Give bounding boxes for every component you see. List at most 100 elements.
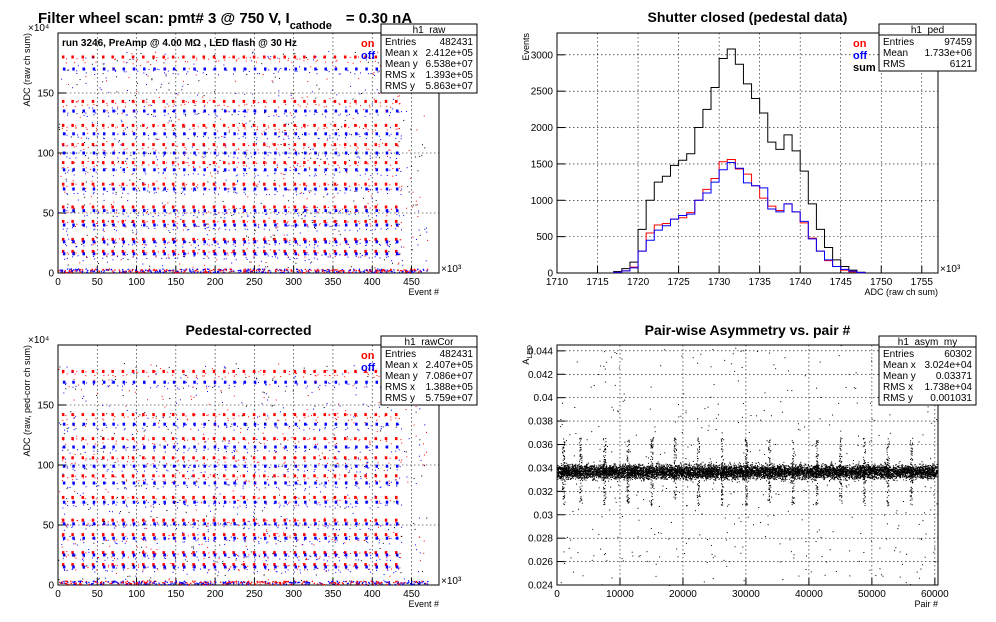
data-point-stray — [332, 183, 334, 185]
data-point-off — [257, 174, 259, 176]
data-point-on — [358, 126, 360, 128]
data-point-off — [213, 422, 217, 426]
data-point-on — [384, 551, 388, 555]
data-point-off — [208, 114, 210, 116]
data-point-on — [134, 187, 136, 189]
data-point-off — [194, 254, 196, 256]
data-point-off — [193, 109, 196, 113]
data-point-on — [395, 182, 398, 186]
data-point-stray — [256, 142, 258, 144]
data-point-on — [182, 495, 185, 499]
data-point-on — [171, 413, 175, 417]
data-point-off — [102, 445, 106, 449]
data-point-on — [288, 373, 290, 375]
data-point-on — [111, 99, 114, 103]
data-point-on — [168, 256, 170, 258]
data-point-off — [62, 209, 66, 213]
data-point-off — [112, 168, 115, 172]
data-point-off — [387, 256, 389, 258]
data-point-off — [132, 67, 136, 71]
data-point-on — [313, 205, 316, 209]
data-point-off — [76, 70, 78, 72]
data-point-off — [102, 240, 106, 244]
data-point-off — [229, 569, 231, 571]
data-point-off — [182, 541, 184, 543]
data-point-on — [73, 414, 75, 416]
data-point-off — [122, 132, 126, 136]
data-point-off — [62, 481, 66, 485]
data-point-off — [274, 67, 277, 71]
data-point-off — [168, 257, 170, 259]
data-point-on — [101, 563, 105, 567]
data-point-off — [298, 153, 300, 155]
data-point-baseline — [290, 270, 292, 272]
data-point-off — [123, 567, 125, 569]
data-point-baseline — [112, 270, 114, 272]
data-point-off — [92, 252, 96, 256]
data-point-on — [202, 55, 206, 59]
data-point-on — [82, 539, 84, 541]
data-point-stray — [85, 181, 87, 183]
data-point-on — [152, 161, 155, 165]
data-point-off — [375, 215, 377, 217]
data-point-on — [224, 59, 226, 61]
data-point-stray — [403, 246, 405, 248]
data-point-on — [359, 61, 361, 63]
data-point-stray — [220, 217, 222, 219]
data-point-stray — [98, 262, 100, 264]
data-point-off — [388, 211, 390, 213]
data-point-on — [206, 127, 208, 129]
data-point-off — [203, 252, 206, 256]
data-point-on — [91, 143, 95, 147]
data-point-off — [175, 115, 177, 117]
data-point-stray — [64, 191, 66, 193]
data-point-off — [132, 445, 136, 449]
data-point-off — [354, 213, 356, 215]
data-point-baseline — [221, 269, 224, 272]
data-point-off — [203, 209, 206, 213]
data-point-on — [222, 437, 226, 441]
data-point-on — [252, 206, 254, 208]
data-point-on — [289, 519, 291, 521]
data-point-stray — [117, 108, 119, 110]
data-point-off — [195, 540, 197, 542]
data-point-on — [131, 495, 135, 499]
data-point-on — [274, 128, 276, 130]
data-point-on — [252, 219, 256, 223]
data-point-stray — [403, 119, 405, 121]
data-point-stray — [164, 53, 166, 55]
data-point-on — [287, 240, 289, 242]
data-point-off — [192, 569, 194, 571]
data-point-on — [384, 205, 388, 209]
stats-label: Mean — [883, 48, 908, 59]
data-point-on — [242, 123, 246, 127]
data-point-stray — [180, 192, 182, 194]
data-point-baseline — [362, 270, 364, 273]
data-point-stray — [84, 204, 86, 206]
data-point-on — [63, 106, 65, 108]
data-point-on — [131, 249, 135, 253]
data-point-baseline — [142, 271, 144, 273]
data-point-stray — [189, 128, 191, 130]
data-point-on — [142, 437, 145, 441]
data-point-on — [117, 255, 119, 257]
data-point-stray — [213, 54, 215, 56]
data-point-off — [96, 427, 98, 429]
data-point-off — [307, 254, 309, 256]
data-point-off — [243, 445, 247, 449]
data-point-on — [385, 440, 387, 442]
data-point-stray — [168, 89, 170, 91]
data-point-stray — [247, 269, 249, 271]
data-point-stray — [252, 123, 254, 125]
data-point-on — [273, 99, 276, 103]
data-point-on — [337, 184, 339, 186]
data-point-off — [83, 193, 85, 195]
data-point-on — [152, 417, 154, 419]
data-point-stray — [283, 138, 285, 140]
data-point-off — [178, 524, 180, 526]
data-point-on — [303, 161, 306, 165]
data-point-on — [131, 456, 135, 460]
data-point-stray — [215, 182, 217, 184]
data-point-off — [198, 465, 200, 467]
data-point-baseline — [64, 270, 66, 272]
